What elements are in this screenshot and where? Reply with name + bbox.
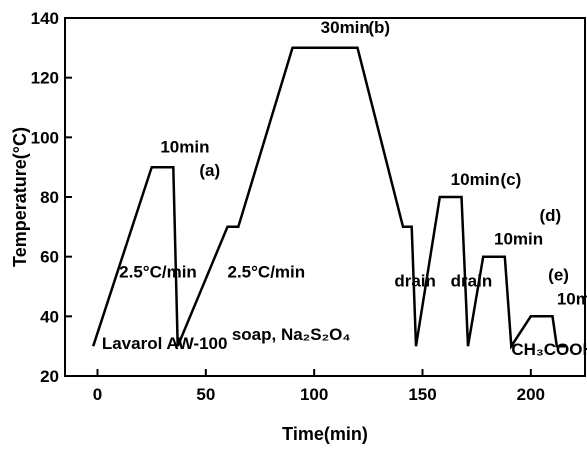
annotation-label: soap, Na₂S₂O₄ [232, 325, 351, 344]
x-axis-label: Time(min) [282, 424, 368, 444]
y-tick-label: 120 [31, 69, 59, 88]
annotation-label: (a) [199, 161, 220, 180]
annotation-label: CH₃COOH [511, 340, 587, 359]
annotation-label: 10min [160, 137, 209, 156]
y-tick-label: 80 [40, 188, 59, 207]
annotation-label: 2.5°C/min [228, 263, 306, 282]
annotation-label: 2.5°C/min [119, 263, 197, 282]
annotation-label: 10min [494, 230, 543, 249]
y-axis-label: Temperature(°C) [10, 127, 30, 267]
y-tick-label: 20 [40, 367, 59, 386]
annotation-label: 10min [557, 289, 587, 308]
annotation-label: Lavarol AW-100 [102, 334, 228, 353]
y-tick-label: 40 [40, 307, 59, 326]
y-tick-label: 60 [40, 248, 59, 267]
annotation-label: (e) [548, 266, 569, 285]
x-tick-label: 200 [517, 385, 545, 404]
series-line [92, 46, 566, 350]
annotation-label: (c) [501, 170, 522, 189]
y-tick-label: 100 [31, 128, 59, 147]
x-tick-label: 100 [300, 385, 328, 404]
annotation-label: 10min [451, 170, 500, 189]
y-tick-label: 140 [31, 9, 59, 28]
annotation-label: (d) [540, 206, 562, 225]
annotation-label: 30min [321, 18, 370, 37]
annotation-label: (b) [368, 18, 390, 37]
x-tick-label: 0 [93, 385, 102, 404]
annotation-label: drain [451, 272, 493, 291]
x-tick-label: 150 [408, 385, 436, 404]
x-tick-label: 50 [196, 385, 215, 404]
annotation-label: drain [394, 272, 436, 291]
